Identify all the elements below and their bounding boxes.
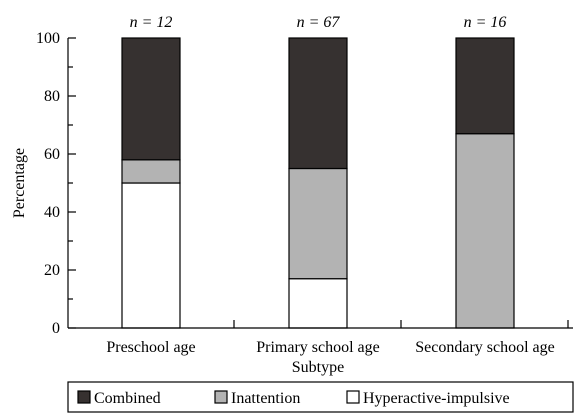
legend-label-hyperactive-impulsive: Hyperactive-impulsive [363,390,510,407]
y-tick-label: 40 [44,204,60,221]
bar-segment-inattention-0 [121,159,181,184]
bar-segment-hyperactive-impulsive-0 [121,182,181,329]
legend-swatch-combined [77,390,91,404]
axes-layer [67,37,573,329]
y-tick-label: 80 [44,88,60,105]
x-category-label: Preschool age [106,339,195,356]
legend-box [67,381,574,413]
bar-segment-inattention-1 [288,167,348,280]
legend-label-inattention: Inattention [231,390,300,407]
y-tick-label: 60 [44,146,60,163]
legend-swatch-inattention [214,390,228,404]
sample-size-label: n = 67 [297,14,341,31]
bar-segment-inattention-2 [455,133,515,329]
x-axis-title: Subtype [292,359,344,376]
y-tick-label: 20 [44,262,60,279]
sample-size-label: n = 12 [130,14,173,31]
sample-size-label: n = 16 [464,14,507,31]
bar-segment-combined-2 [455,37,515,135]
bars-layer [121,37,515,329]
legend: Combined Inattention Hyperactive-impulsive [67,381,574,413]
labels-layer: 0 20 40 60 80 100 Preschool age Primary school … [11,14,555,376]
x-category-label: Primary school age [256,339,380,356]
bar-segment-combined-1 [288,37,348,170]
y-axis-title: Percentage [11,148,28,218]
x-category-label: Secondary school age [415,339,555,356]
legend-swatch-hyperactive-impulsive [346,390,360,404]
y-tick-label: 0 [52,320,60,337]
legend-label-combined: Combined [94,390,161,407]
bar-segment-hyperactive-impulsive-1 [288,278,348,329]
bar-segment-combined-0 [121,37,181,161]
y-tick-label: 100 [36,30,60,47]
